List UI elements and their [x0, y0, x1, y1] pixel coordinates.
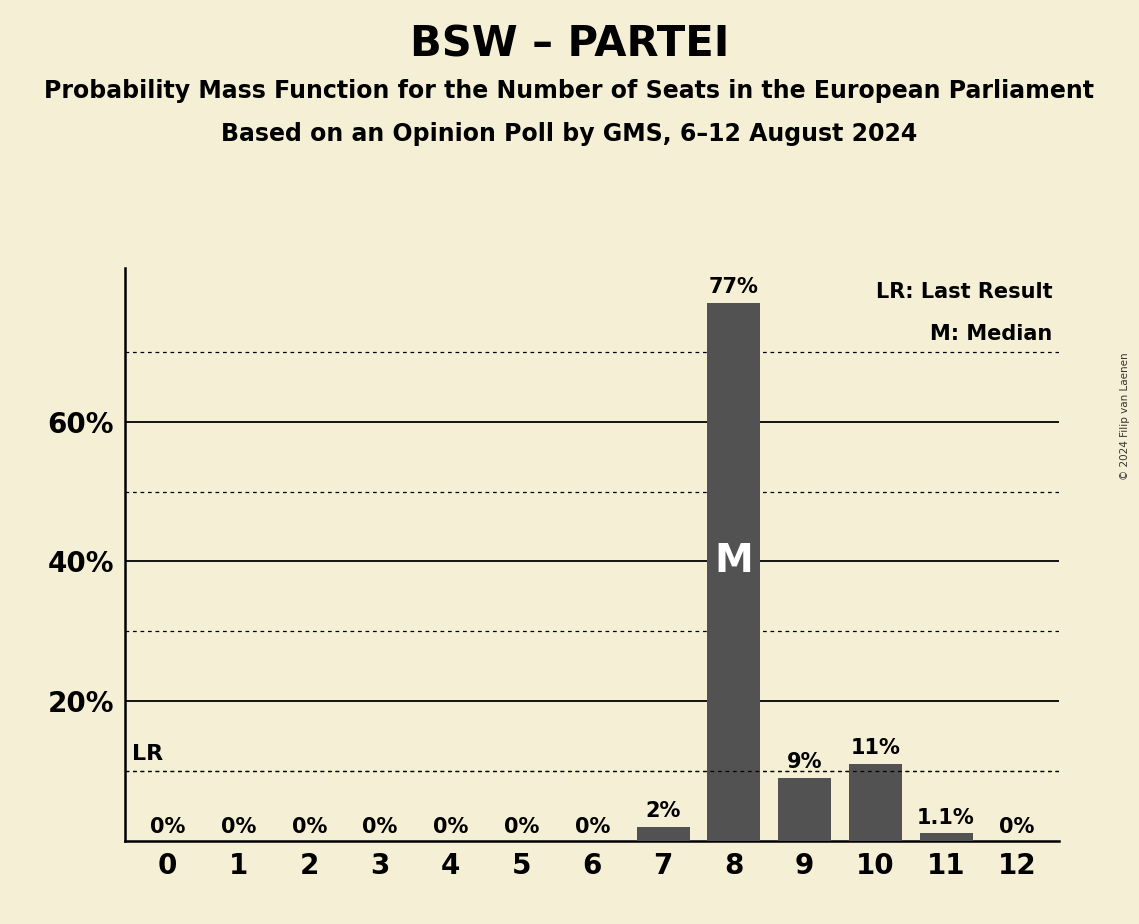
Text: 11%: 11%	[851, 738, 900, 759]
Text: 77%: 77%	[708, 277, 759, 298]
Bar	[707, 303, 761, 841]
Bar	[849, 764, 902, 841]
Bar	[919, 833, 973, 841]
Text: 9%: 9%	[787, 752, 822, 772]
Text: 1.1%: 1.1%	[917, 808, 975, 828]
Text: 0%: 0%	[574, 818, 611, 837]
Text: Probability Mass Function for the Number of Seats in the European Parliament: Probability Mass Function for the Number…	[44, 79, 1095, 103]
Text: LR: LR	[132, 744, 164, 764]
Text: M: M	[714, 542, 753, 580]
Text: 0%: 0%	[292, 818, 327, 837]
Text: 0%: 0%	[221, 818, 256, 837]
Text: 0%: 0%	[150, 818, 186, 837]
Text: 2%: 2%	[646, 801, 681, 821]
Text: M: Median: M: Median	[929, 323, 1052, 344]
Text: Based on an Opinion Poll by GMS, 6–12 August 2024: Based on an Opinion Poll by GMS, 6–12 Au…	[221, 122, 918, 146]
Text: 0%: 0%	[433, 818, 468, 837]
Text: LR: Last Result: LR: Last Result	[876, 282, 1052, 302]
Text: 0%: 0%	[503, 818, 539, 837]
Text: BSW – PARTEI: BSW – PARTEI	[410, 23, 729, 65]
Text: 0%: 0%	[362, 818, 398, 837]
Text: 0%: 0%	[999, 818, 1034, 837]
Text: © 2024 Filip van Laenen: © 2024 Filip van Laenen	[1120, 352, 1130, 480]
Bar	[637, 827, 689, 841]
Bar	[778, 778, 831, 841]
